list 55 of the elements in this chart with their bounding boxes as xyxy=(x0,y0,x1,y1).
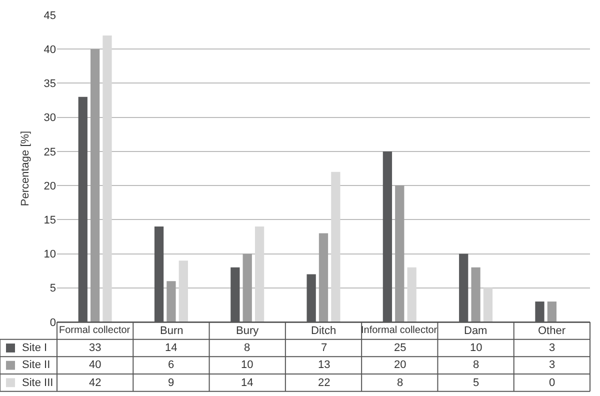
data-label: 6 xyxy=(168,359,174,371)
x-tick-label: Ditch xyxy=(311,325,336,337)
bar xyxy=(407,267,416,322)
data-label: 33 xyxy=(89,342,102,354)
legend-label: Site I xyxy=(22,342,48,354)
y-tick-label: 45 xyxy=(44,10,56,22)
y-tick-label: 30 xyxy=(44,112,56,124)
data-label: 5 xyxy=(473,377,480,389)
y-tick-label: 15 xyxy=(44,214,56,227)
y-tick-label: 5 xyxy=(50,282,56,295)
bar xyxy=(90,49,100,322)
data-label: 3 xyxy=(549,342,556,354)
data-label: 8 xyxy=(244,342,250,354)
data-label: 3 xyxy=(549,359,556,371)
data-label: 8 xyxy=(397,377,404,389)
bar xyxy=(318,233,328,322)
data-label: 7 xyxy=(321,342,328,354)
bar xyxy=(547,302,556,322)
data-label: 42 xyxy=(89,377,102,389)
y-tick-label: 10 xyxy=(44,248,56,261)
x-tick-label: Formal collector xyxy=(59,325,131,336)
x-tick-label: Burn xyxy=(160,325,184,337)
bar xyxy=(242,254,252,322)
y-tick-label: 25 xyxy=(44,146,56,158)
data-label: 20 xyxy=(394,359,406,371)
bar xyxy=(178,260,188,322)
bar xyxy=(483,288,493,322)
data-label: 14 xyxy=(165,342,178,354)
bar xyxy=(331,172,340,322)
y-axis-title: Percentage [%] xyxy=(19,130,32,206)
x-tick-label: Other xyxy=(538,325,566,337)
x-tick-label: Informal collector xyxy=(361,325,438,336)
legend-label: Site II xyxy=(22,359,50,371)
bar xyxy=(166,281,176,322)
data-label: 40 xyxy=(89,359,102,371)
data-label: 8 xyxy=(473,359,480,371)
x-tick-label: Dam xyxy=(464,325,488,337)
y-tick-label: 40 xyxy=(44,44,56,56)
data-label: 14 xyxy=(241,377,254,389)
bar xyxy=(254,226,264,322)
data-label: 0 xyxy=(549,377,556,389)
y-tick-label: 35 xyxy=(44,78,56,90)
data-label: 10 xyxy=(470,342,482,354)
data-label: 9 xyxy=(168,377,174,389)
legend-label: Site III xyxy=(22,377,54,389)
data-label: 25 xyxy=(394,342,406,354)
data-label: 10 xyxy=(241,359,254,371)
bar xyxy=(395,186,404,322)
bar xyxy=(471,267,480,322)
y-tick-label: 20 xyxy=(44,180,56,192)
x-tick-label: Bury xyxy=(236,325,260,337)
bar xyxy=(102,35,112,322)
y-tick-label: 0 xyxy=(50,316,56,329)
data-label: 13 xyxy=(318,359,330,371)
data-label: 22 xyxy=(318,377,330,389)
